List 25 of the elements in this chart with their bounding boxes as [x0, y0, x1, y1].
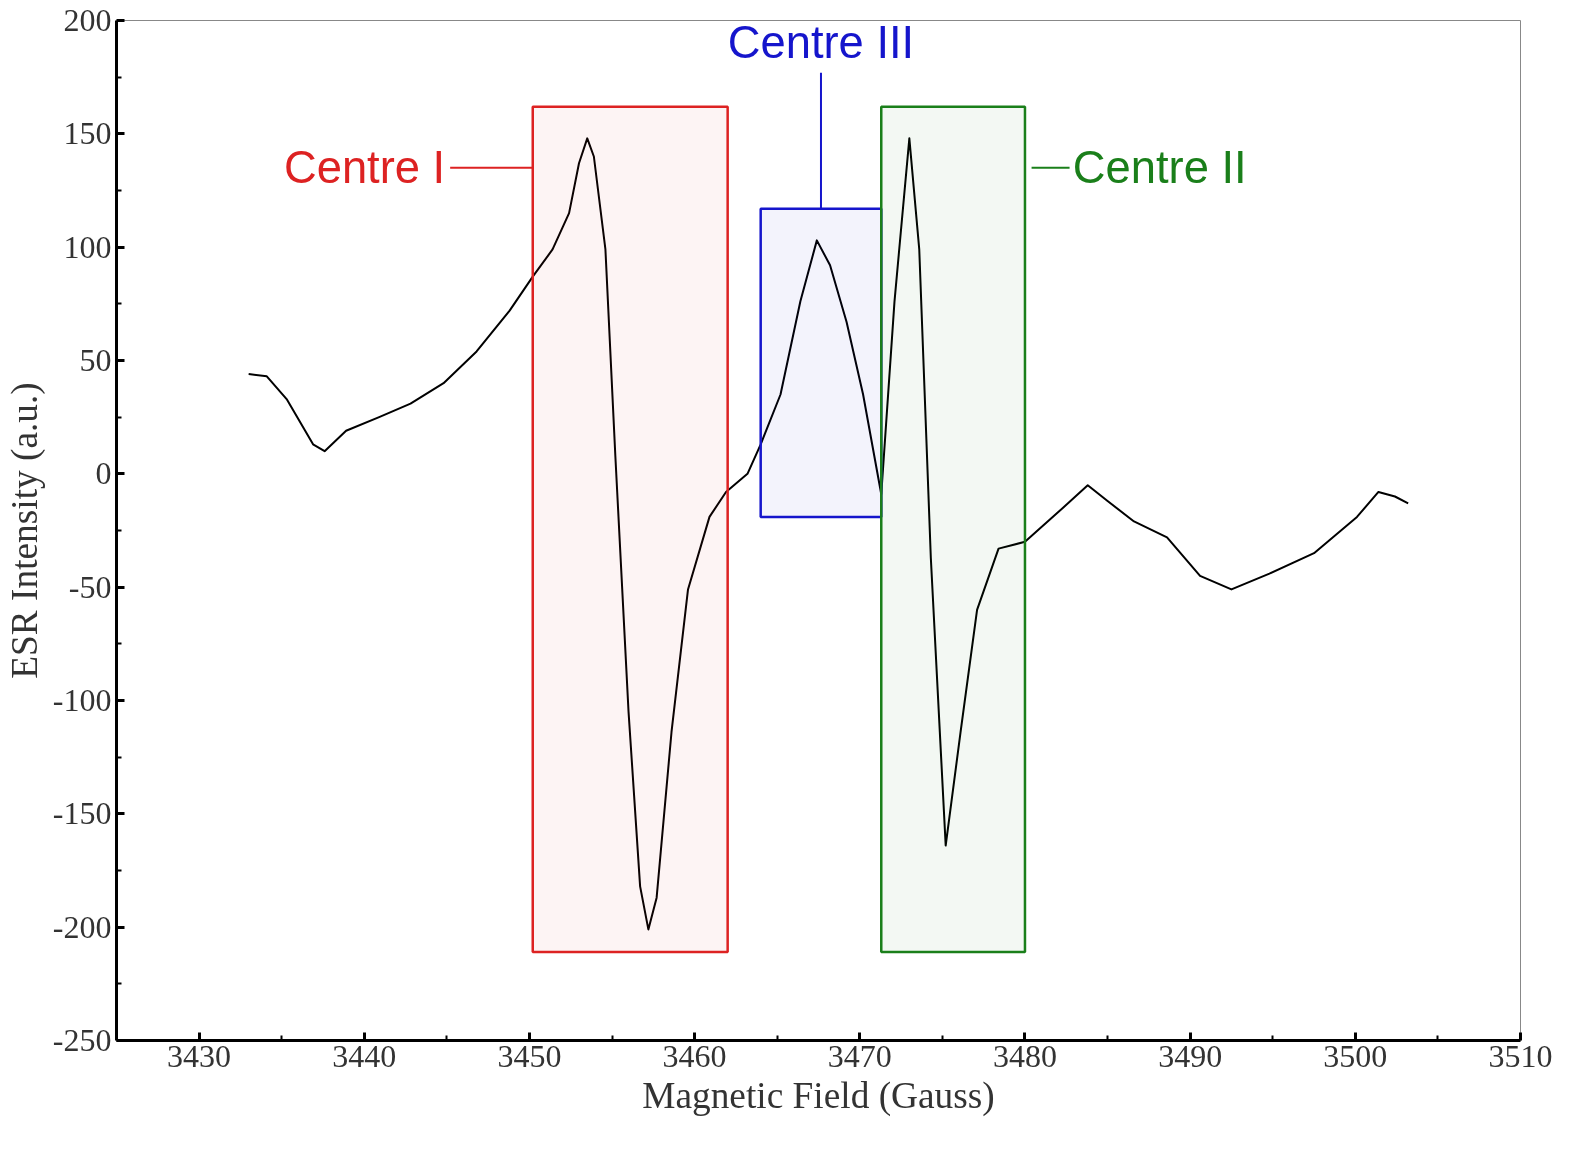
y-tick-label: 0: [95, 455, 112, 492]
x-tick-label: 3490: [1158, 1037, 1223, 1074]
x-tick-label: 3510: [1488, 1037, 1553, 1074]
x-tick-label: 3500: [1323, 1037, 1388, 1074]
line-series: [247, 137, 1410, 931]
x-tick-label: 3470: [827, 1037, 892, 1074]
y-tick-label: 100: [63, 228, 112, 265]
x-tick-label: 3450: [497, 1037, 562, 1074]
x-tick-label: 3430: [167, 1037, 232, 1074]
y-tick-label: -250: [52, 1022, 112, 1058]
x-axis-title: Magnetic Field (Gauss): [642, 1074, 995, 1117]
x-tick-label: 3460: [662, 1037, 727, 1074]
band-label: Centre III: [727, 17, 915, 69]
y-tick-label: -200: [52, 908, 112, 945]
band-label: Centre I: [283, 142, 446, 194]
band-label: Centre II: [1072, 142, 1247, 194]
y-tick-label: -50: [68, 568, 112, 605]
y-axis-title: ESR Intensity (a.u.): [3, 382, 46, 679]
y-tick-label: 50: [79, 342, 112, 378]
y-tick-label: 150: [63, 115, 112, 152]
x-tick-label: 3440: [332, 1037, 397, 1074]
x-tick-label: 3480: [992, 1037, 1057, 1074]
y-tick-label: 200: [63, 2, 112, 38]
y-tick-label: -150: [52, 795, 112, 832]
y-tick-label: -100: [52, 682, 112, 718]
